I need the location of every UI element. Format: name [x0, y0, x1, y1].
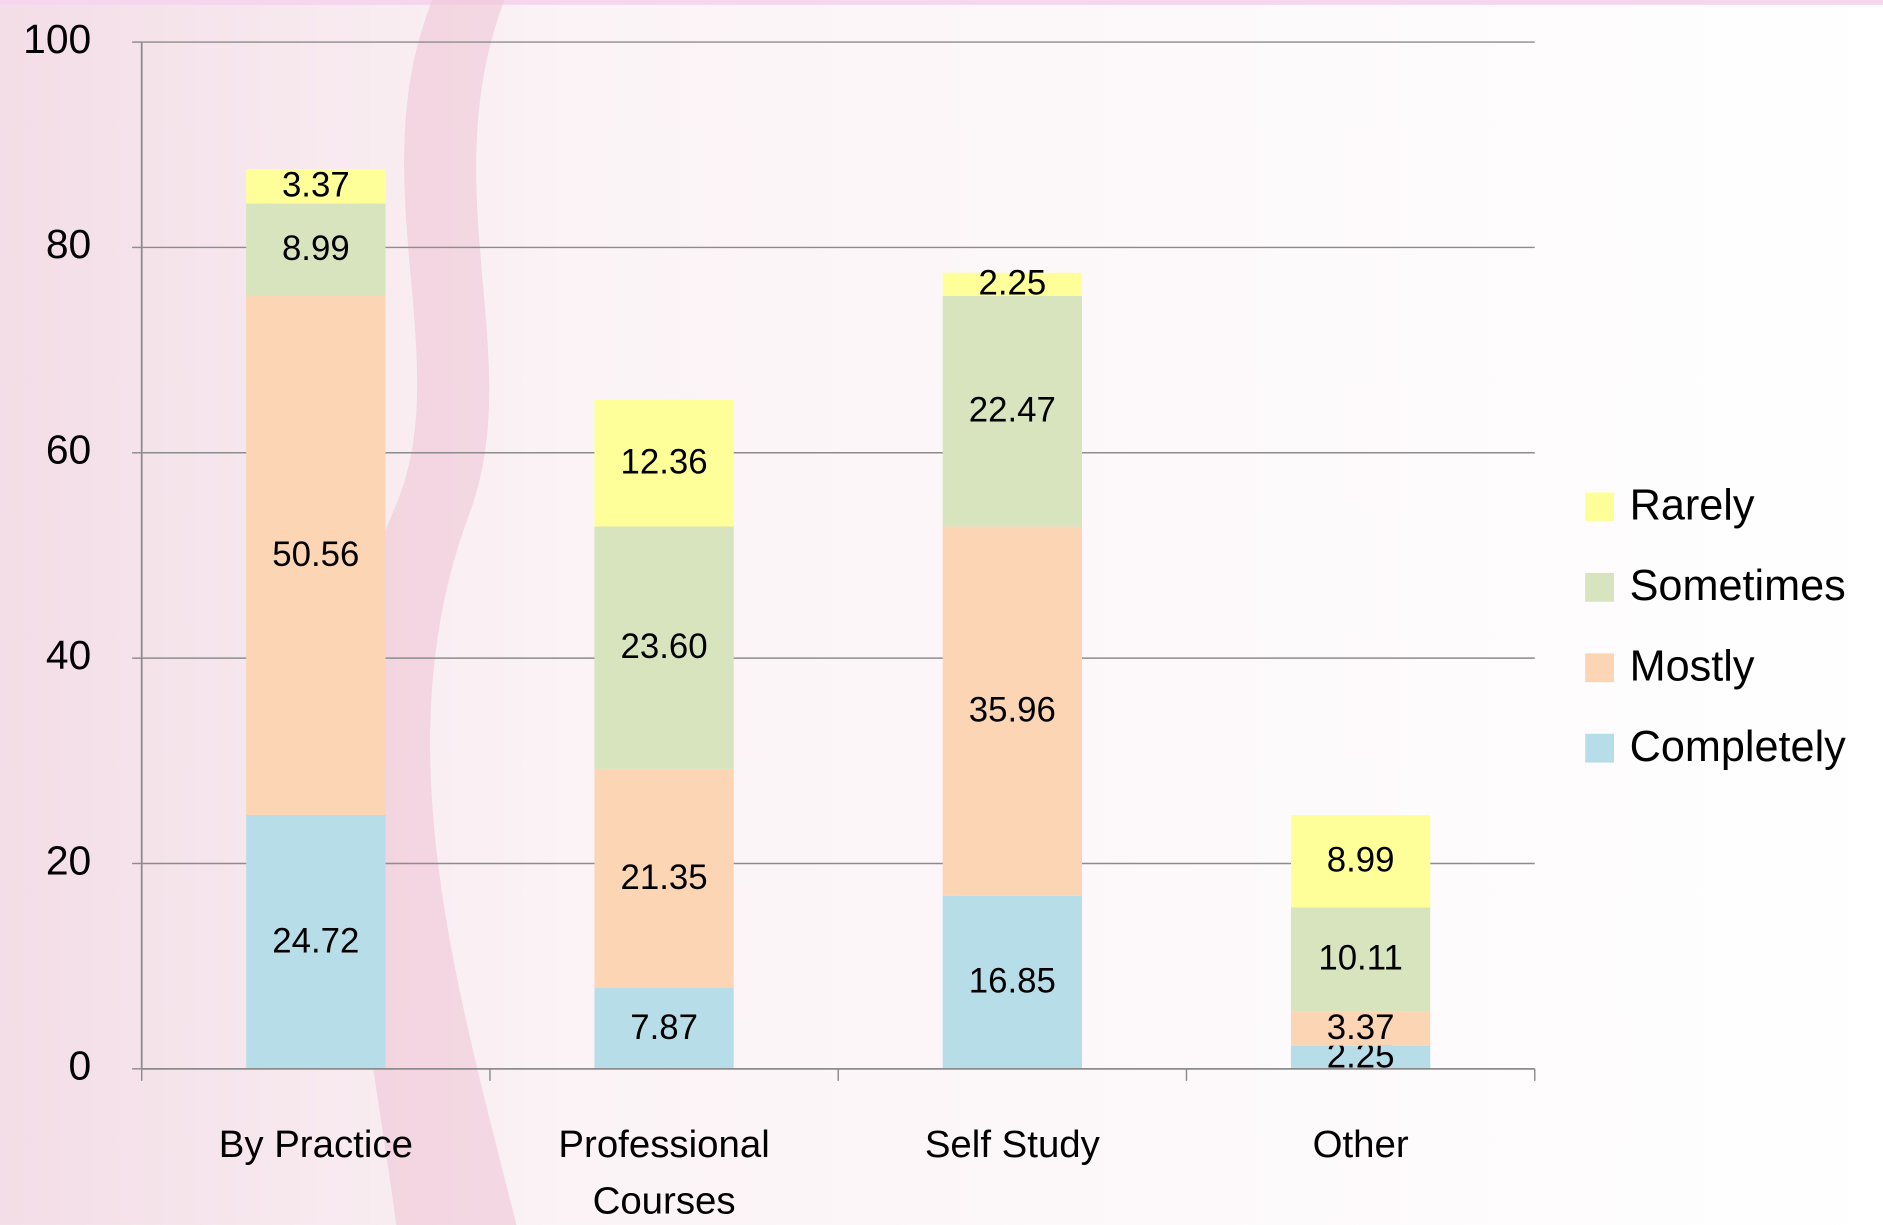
bar-segment	[942, 895, 1083, 1069]
y-tick-label: 40	[46, 632, 91, 678]
legend-label: Completely	[1630, 723, 1847, 771]
bar-segment	[942, 272, 1083, 296]
x-tick-label: By Practice	[219, 1123, 413, 1166]
value-label: 23.60	[621, 627, 708, 666]
value-label: 10.11	[1318, 939, 1403, 978]
value-label: 8.99	[1327, 841, 1395, 880]
y-tick-label: 100	[23, 16, 91, 62]
bar-segment	[246, 815, 386, 1069]
bar-segment	[246, 295, 386, 816]
legend-swatch	[1585, 572, 1614, 602]
x-tick-label: Self Study	[925, 1123, 1101, 1166]
bar-segment	[594, 768, 734, 989]
bar-segment	[942, 295, 1083, 527]
legend-label: Sometimes	[1630, 562, 1846, 610]
bar-segment	[1290, 907, 1431, 1012]
y-tick-label: 80	[46, 221, 91, 267]
bar-segment	[1290, 1011, 1431, 1046]
y-tick-label: 60	[46, 427, 91, 473]
plot-area: 0 20 40 60 80 100 24.72 50.56 8.99 3.37 7.87 21.35 2…	[23, 16, 1846, 1223]
value-label: 12.36	[621, 442, 708, 481]
top-strip	[0, 0, 1883, 5]
value-label: 3.37	[1327, 1008, 1395, 1047]
bar-segment	[942, 526, 1083, 896]
legend-swatch	[1585, 492, 1614, 522]
y-tick-label: 20	[46, 837, 91, 883]
value-label: 2.25	[978, 264, 1046, 303]
legend-label: Mostly	[1630, 642, 1755, 690]
legend-swatch	[1585, 733, 1614, 763]
bar-segment	[246, 168, 386, 204]
value-label: 35.96	[969, 691, 1056, 730]
value-label: 22.47	[969, 391, 1056, 430]
value-label: 24.72	[272, 921, 359, 960]
bar-segment	[246, 203, 386, 296]
x-tick-label: Other	[1313, 1123, 1409, 1166]
legend-label: Rarely	[1630, 481, 1755, 529]
bar-segment	[1290, 815, 1431, 908]
y-tick-label: 0	[69, 1043, 92, 1089]
value-label: 8.99	[282, 229, 350, 268]
bar-segment	[594, 988, 734, 1069]
value-label: 7.87	[630, 1008, 698, 1047]
value-label: 16.85	[969, 962, 1056, 1001]
value-label: 3.37	[282, 166, 350, 205]
x-tick-label: Professional Courses	[558, 1123, 769, 1222]
value-label: 21.35	[621, 858, 708, 897]
legend-swatch	[1585, 653, 1614, 683]
bar-segment	[1290, 1045, 1431, 1069]
bar-segment	[594, 399, 734, 527]
decoration	[344, 0, 517, 1225]
value-label: 50.56	[272, 535, 359, 574]
bar-segment	[594, 526, 734, 769]
